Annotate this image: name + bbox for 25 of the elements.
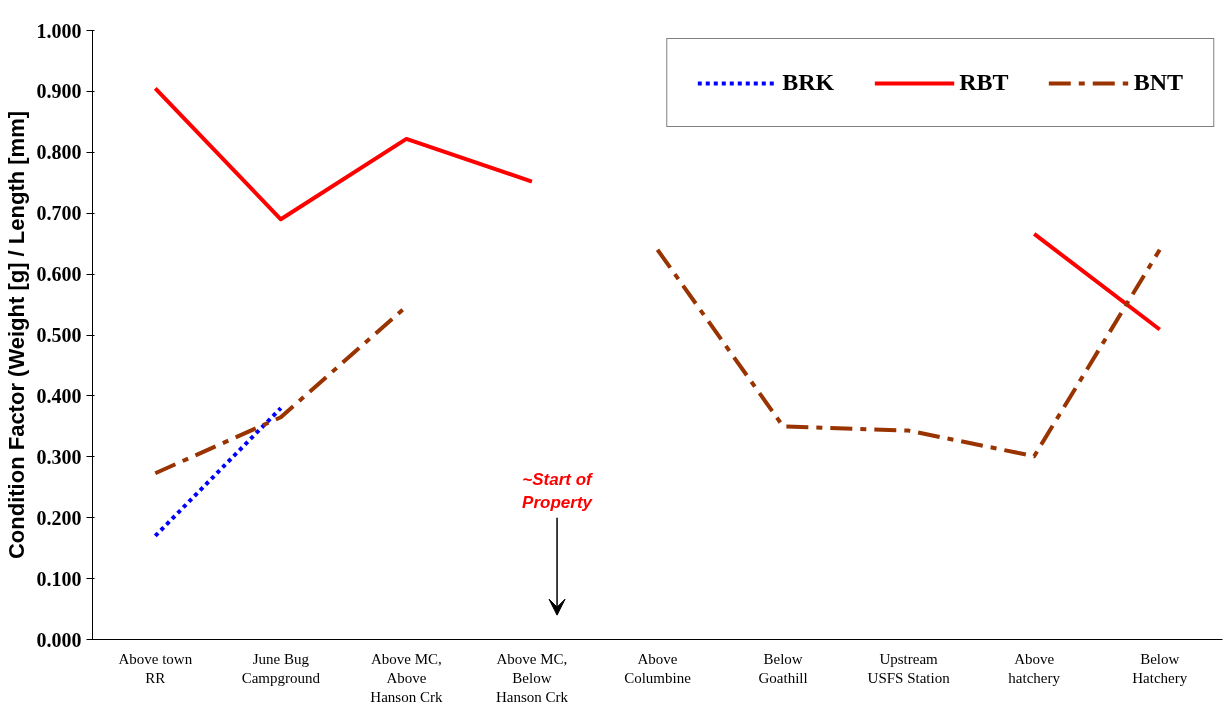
x-tick-label: Upstream USFS Station xyxy=(867,650,951,686)
x-tick-label: June Bug Campground xyxy=(241,650,321,686)
y-tick-label: 0.200 xyxy=(36,506,82,529)
annotation: ~Start of Property xyxy=(522,469,595,512)
x-tick-label: Below Goathill xyxy=(758,650,808,686)
y-tick-label: 0.000 xyxy=(36,628,82,651)
y-axis-title: Condition Factor (Weight [g] / Length [mm] xyxy=(3,110,29,560)
y-tick-label: 0.900 xyxy=(36,80,82,103)
x-tick-label: Above town RR xyxy=(118,650,193,686)
legend-label: BRK xyxy=(782,69,835,96)
y-tick-label: 1.000 xyxy=(36,19,82,42)
y-tick-label: 0.500 xyxy=(36,324,82,346)
y-tick-label: 0.300 xyxy=(36,445,82,468)
x-tick-label: Above hatchery xyxy=(1008,650,1061,686)
legend-label: BNT xyxy=(1133,69,1183,96)
y-tick-label: 0.400 xyxy=(36,384,82,407)
legend-label: RBT xyxy=(959,69,1009,96)
y-tick-label: 0.600 xyxy=(36,263,82,286)
y-tick-label: 0.700 xyxy=(36,202,82,225)
y-tick-label: 0.100 xyxy=(36,567,82,590)
y-tick-label: 0.800 xyxy=(36,141,82,164)
x-tick-label: Above Columbine xyxy=(624,650,692,686)
x-tick-label: Above MC, Below Hanson Crk xyxy=(495,650,569,705)
x-tick-label: Below Hatchery xyxy=(1132,650,1188,686)
x-tick-label: Above MC, Above Hanson Crk xyxy=(370,650,443,705)
